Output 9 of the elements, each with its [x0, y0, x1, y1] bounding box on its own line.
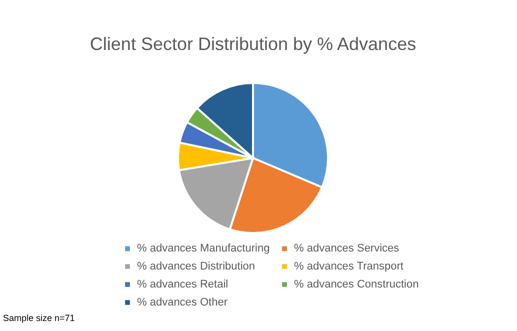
legend-label: % advances Retail: [137, 278, 228, 290]
text: Sample size n=71: [3, 313, 75, 323]
legend-label: % advances Other: [137, 296, 228, 308]
legend-label: % advances Services: [294, 242, 400, 255]
legend-label: % advances Manufacturing: [137, 242, 270, 255]
legend-label: % advances Construction: [294, 278, 419, 290]
legend-label: % advances Transport: [294, 260, 404, 272]
chart-title: Client Sector Distribution by % Advances: [90, 34, 416, 54]
legend-label: % advances Distribution: [137, 260, 256, 272]
